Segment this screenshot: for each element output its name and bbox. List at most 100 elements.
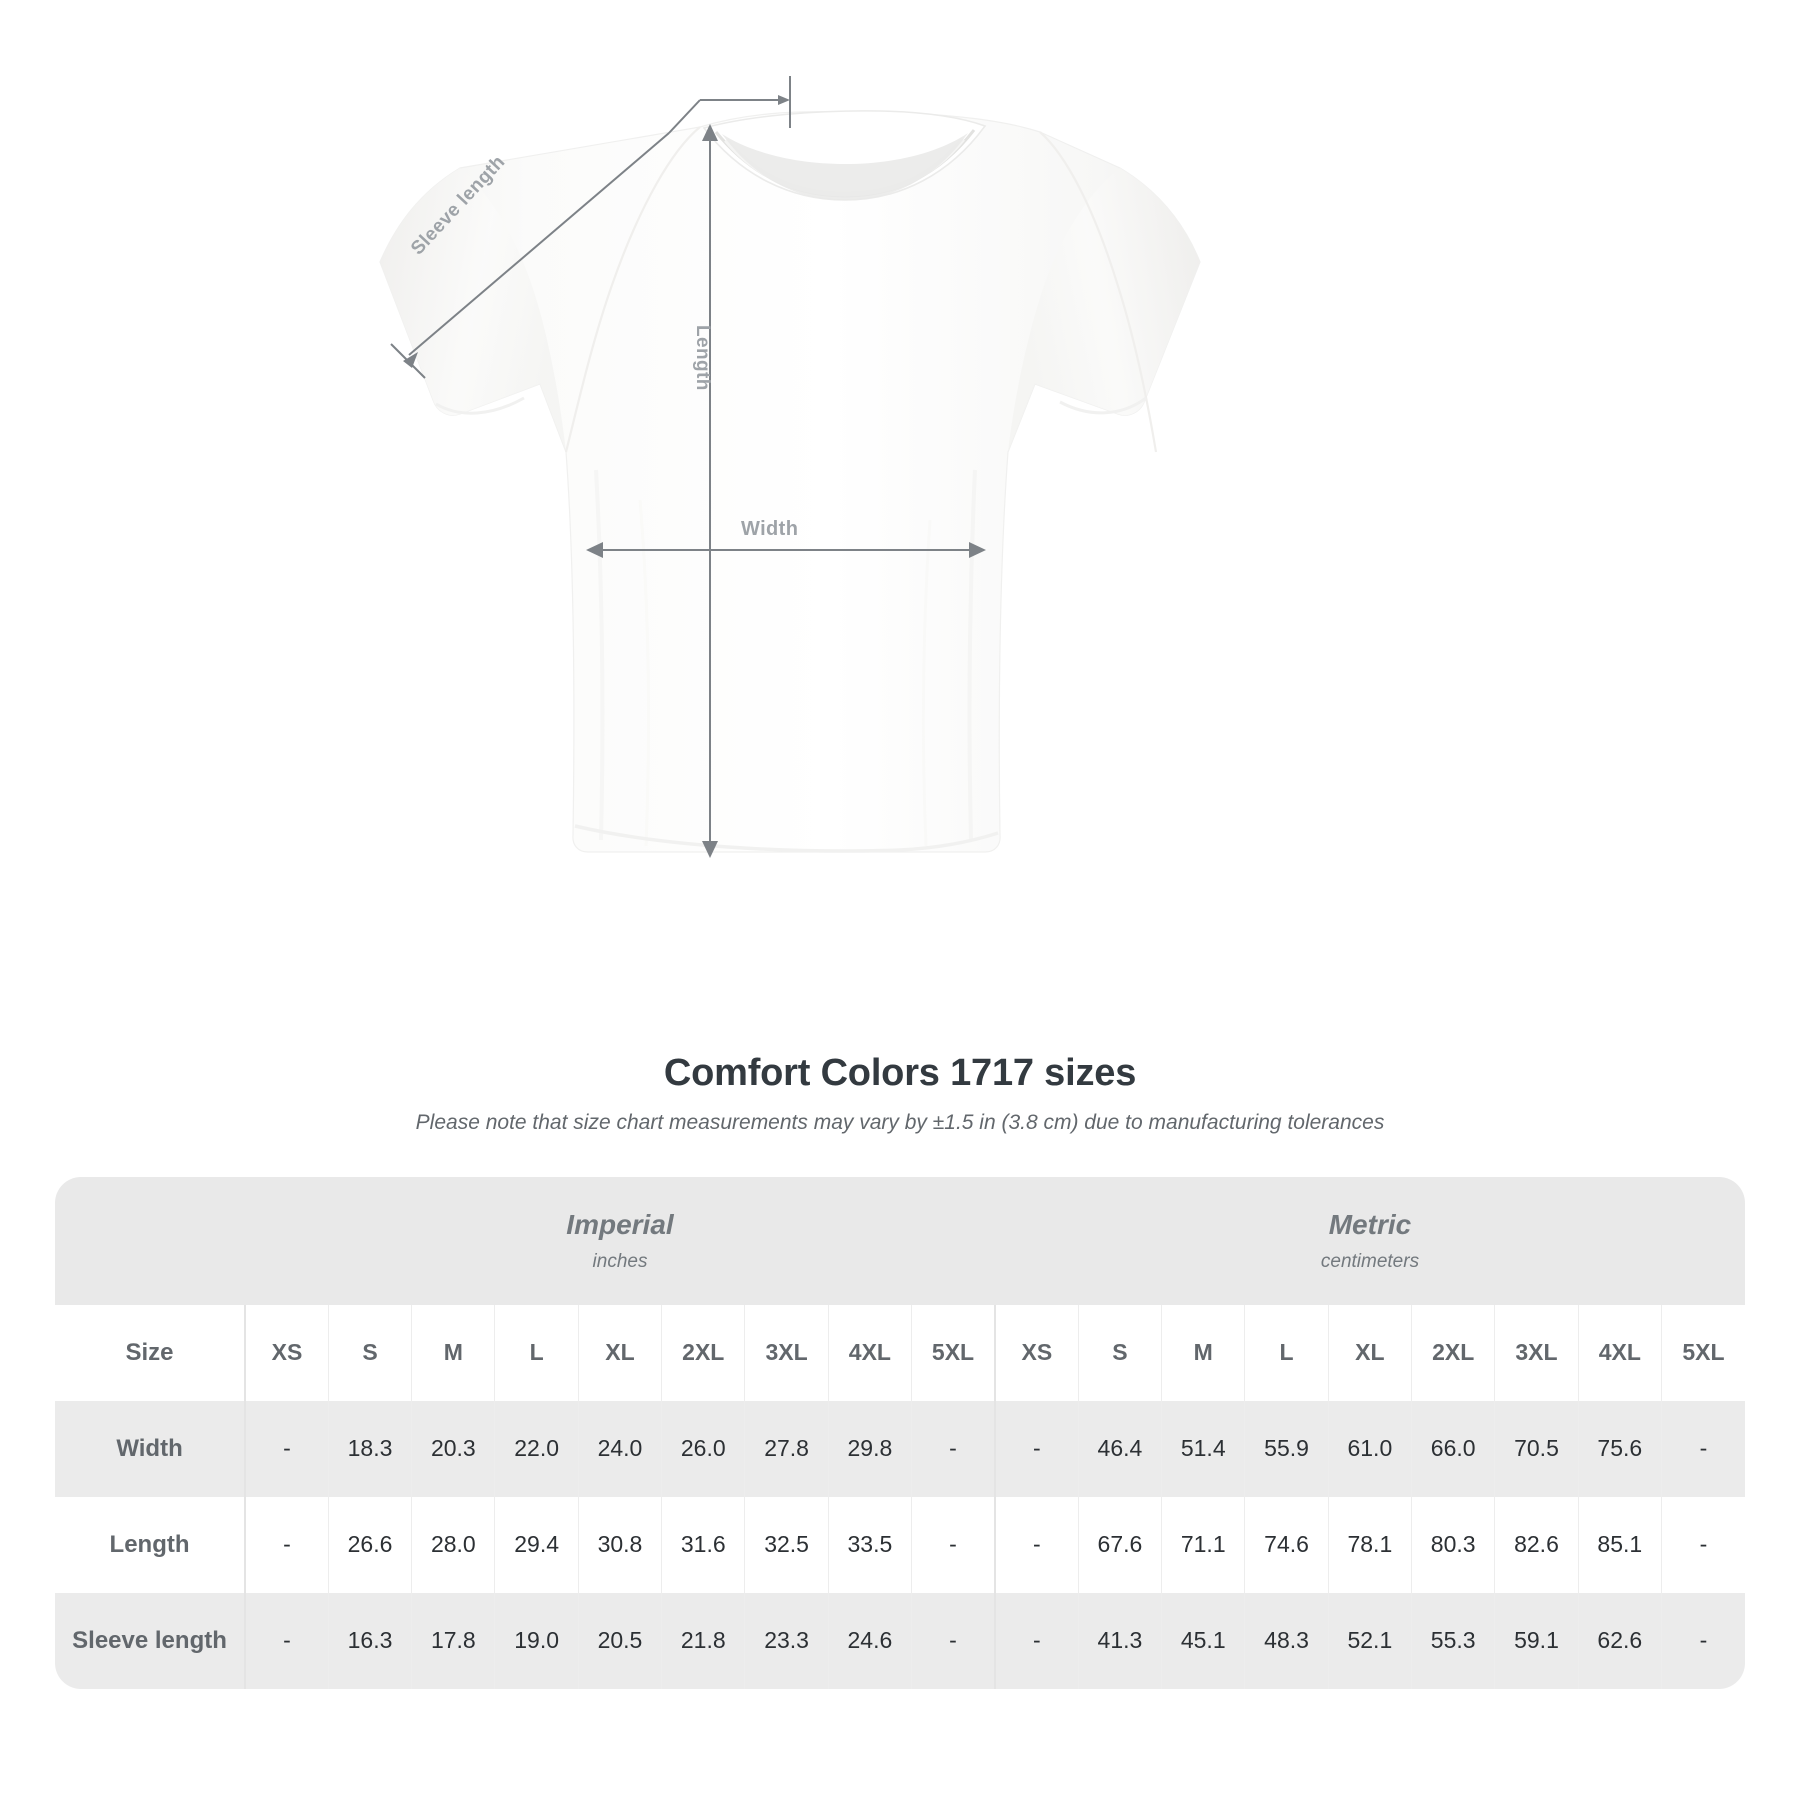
size-col-imperial-2xl: 2XL [661, 1304, 745, 1401]
cell-sleeve-imp-m: 17.8 [411, 1592, 495, 1689]
cell-width-met-2xl: 66.0 [1411, 1400, 1495, 1497]
cell-length-imp-2xl: 31.6 [661, 1496, 745, 1593]
table-row-length: Length - 26.6 28.0 29.4 30.8 31.6 32.5 3… [55, 1496, 1745, 1593]
row-label-width: Width [55, 1400, 246, 1497]
cell-sleeve-imp-2xl: 21.8 [661, 1592, 745, 1689]
cell-length-imp-s: 26.6 [327, 1496, 412, 1593]
unit-header-row: Imperial inches Metric centimeters [55, 1176, 1745, 1305]
unit-name-metric: Metric [1328, 1209, 1412, 1241]
cell-length-met-s: 67.6 [1077, 1496, 1162, 1593]
row-label-length: Length [55, 1496, 246, 1593]
cell-length-met-xl: 78.1 [1327, 1496, 1412, 1593]
cell-sleeve-met-5xl: - [1660, 1592, 1745, 1689]
size-col-imperial-l: L [494, 1304, 579, 1401]
cell-sleeve-imp-3xl: 23.3 [744, 1592, 829, 1689]
cell-sleeve-imp-4xl: 24.6 [827, 1592, 912, 1689]
cell-width-imp-2xl: 26.0 [661, 1400, 745, 1497]
cell-width-imp-s: 18.3 [327, 1400, 412, 1497]
cell-length-met-2xl: 80.3 [1411, 1496, 1495, 1593]
unit-group-metric: Metric centimeters [994, 1176, 1745, 1305]
page-title: Comfort Colors 1717 sizes [663, 1052, 1137, 1094]
cell-width-imp-5xl: - [911, 1400, 995, 1497]
cell-sleeve-imp-s: 16.3 [327, 1592, 412, 1689]
size-col-metric-4xl: 4XL [1577, 1304, 1662, 1401]
cell-width-met-3xl: 70.5 [1494, 1400, 1579, 1497]
cell-sleeve-imp-xs: - [244, 1592, 329, 1689]
cell-length-met-4xl: 85.1 [1577, 1496, 1662, 1593]
size-col-metric-xs: XS [993, 1304, 1079, 1401]
cell-width-imp-l: 22.0 [494, 1400, 579, 1497]
width-arrow [586, 542, 986, 558]
cell-length-met-l: 74.6 [1244, 1496, 1329, 1593]
cell-sleeve-met-2xl: 55.3 [1411, 1592, 1495, 1689]
unit-name-imperial: Imperial [566, 1209, 674, 1241]
cell-length-imp-l: 29.4 [494, 1496, 579, 1593]
cell-sleeve-imp-l: 19.0 [494, 1592, 579, 1689]
size-col-imperial-m: M [411, 1304, 495, 1401]
unit-sub-metric: centimeters [1320, 1250, 1420, 1272]
length-arrow [702, 124, 718, 858]
cell-sleeve-met-s: 41.3 [1077, 1592, 1162, 1689]
tshirt-graphic [379, 110, 1201, 853]
size-col-metric-s: S [1077, 1304, 1162, 1401]
table-row-width: Width - 18.3 20.3 22.0 24.0 26.0 27.8 29… [55, 1400, 1745, 1497]
cell-width-imp-4xl: 29.8 [827, 1400, 912, 1497]
cell-sleeve-imp-5xl: - [911, 1592, 995, 1689]
tshirt-diagram-svg [379, 76, 1201, 858]
cell-sleeve-met-4xl: 62.6 [1577, 1592, 1662, 1689]
cell-width-imp-3xl: 27.8 [744, 1400, 829, 1497]
size-table: Imperial inches Metric centimeters Size … [55, 1176, 1745, 1689]
cell-width-met-xl: 61.0 [1327, 1400, 1412, 1497]
cell-width-met-xs: - [993, 1400, 1079, 1497]
cell-length-met-m: 71.1 [1161, 1496, 1245, 1593]
unit-group-imperial: Imperial inches [245, 1176, 995, 1305]
size-col-metric-xl: XL [1327, 1304, 1412, 1401]
size-col-metric-m: M [1161, 1304, 1245, 1401]
size-col-imperial-5xl: 5XL [911, 1304, 995, 1401]
cell-width-met-s: 46.4 [1077, 1400, 1162, 1497]
cell-length-met-xs: - [993, 1496, 1079, 1593]
size-col-imperial-xl: XL [577, 1304, 662, 1401]
cell-length-imp-4xl: 33.5 [827, 1496, 912, 1593]
size-col-metric-5xl: 5XL [1660, 1304, 1745, 1401]
measurement-lines [390, 76, 986, 858]
tshirt-illustration: Sleeve length Length Width [379, 76, 1201, 858]
sleeve-length-arrow [390, 76, 791, 379]
cell-sleeve-met-xs: - [993, 1592, 1079, 1689]
size-col-imperial-xs: XS [244, 1304, 329, 1401]
cell-sleeve-met-m: 45.1 [1161, 1592, 1245, 1689]
cell-length-imp-3xl: 32.5 [744, 1496, 829, 1593]
unit-header-spacer [55, 1176, 246, 1305]
cell-length-met-3xl: 82.6 [1494, 1496, 1579, 1593]
cell-length-imp-xs: - [244, 1496, 329, 1593]
page-subtitle: Please note that size chart measurements… [415, 1110, 1385, 1134]
size-col-imperial-4xl: 4XL [827, 1304, 912, 1401]
row-label-sleeve-length: Sleeve length [55, 1592, 246, 1689]
size-header-row: Size XS S M L XL 2XL 3XL 4XL 5XL XS S M … [55, 1304, 1745, 1401]
cell-length-imp-m: 28.0 [411, 1496, 495, 1593]
length-label: Length [692, 325, 713, 391]
width-label: Width [741, 518, 799, 540]
size-col-metric-l: L [1244, 1304, 1329, 1401]
cell-width-imp-xs: - [244, 1400, 329, 1497]
size-table-container: Imperial inches Metric centimeters Size … [55, 1176, 1745, 1689]
cell-width-met-l: 55.9 [1244, 1400, 1329, 1497]
cell-width-met-4xl: 75.6 [1577, 1400, 1662, 1497]
cell-sleeve-met-l: 48.3 [1244, 1592, 1329, 1689]
cell-sleeve-met-3xl: 59.1 [1494, 1592, 1579, 1689]
cell-width-met-5xl: - [1660, 1400, 1745, 1497]
cell-length-imp-xl: 30.8 [577, 1496, 662, 1593]
unit-sub-imperial: inches [592, 1250, 648, 1272]
cell-sleeve-met-xl: 52.1 [1327, 1592, 1412, 1689]
table-row-sleeve-length: Sleeve length - 16.3 17.8 19.0 20.5 21.8… [55, 1592, 1745, 1689]
cell-width-imp-m: 20.3 [411, 1400, 495, 1497]
size-col-imperial-s: S [327, 1304, 412, 1401]
size-col-metric-2xl: 2XL [1411, 1304, 1495, 1401]
cell-length-imp-5xl: - [911, 1496, 995, 1593]
title-block: Comfort Colors 1717 sizes Please note th… [0, 1052, 1800, 1135]
cell-sleeve-imp-xl: 20.5 [577, 1592, 662, 1689]
size-col-imperial-3xl: 3XL [744, 1304, 829, 1401]
cell-length-met-5xl: - [1660, 1496, 1745, 1593]
size-header-label: Size [55, 1304, 246, 1401]
